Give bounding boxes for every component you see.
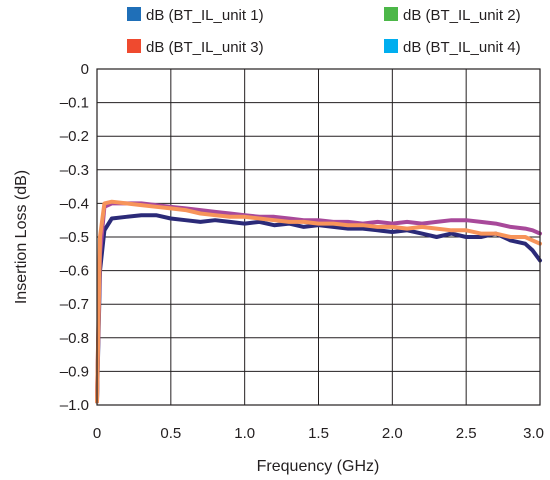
y-tick-label: –0.4: [60, 195, 89, 212]
legend-swatch-unit-2: [384, 7, 398, 21]
legend-label-unit-1: dB (BT_IL_unit 1): [146, 7, 264, 24]
legend-swatch-unit-4: [384, 39, 398, 53]
y-tick-label: 0: [81, 61, 89, 78]
legend-label-unit-2: dB (BT_IL_unit 2): [403, 7, 521, 24]
x-tick-label: 2.5: [456, 425, 477, 442]
plot-frame: [96, 68, 541, 406]
y-axis-ticks: 0 –0.1 –0.2 –0.3 –0.4 –0.5 –0.6 –0.7 –0.8 –0.9 –1.…: [60, 61, 89, 414]
y-tick-label: –1.0: [60, 397, 89, 414]
chart-legend: dB (BT_IL_unit 1) dB (BT_IL_unit 2) dB (…: [127, 7, 521, 56]
x-tick-label: 0: [93, 425, 101, 442]
x-tick-label: 2.0: [382, 425, 403, 442]
y-tick-label: –0.8: [60, 330, 89, 347]
legend-entry-unit-1: dB (BT_IL_unit 1): [127, 7, 264, 24]
y-tick-label: –0.2: [60, 128, 89, 145]
x-axis-title: Frequency (GHz): [257, 458, 380, 475]
y-tick-label: –0.6: [60, 263, 89, 280]
y-tick-label: –0.3: [60, 162, 89, 179]
legend-label-unit-3: dB (BT_IL_unit 3): [146, 39, 264, 56]
legend-entry-unit-4: dB (BT_IL_unit 4): [384, 39, 521, 56]
x-tick-label: 1.5: [308, 425, 329, 442]
legend-label-unit-4: dB (BT_IL_unit 4): [403, 39, 521, 56]
y-tick-label: –0.9: [60, 363, 89, 380]
legend-entry-unit-2: dB (BT_IL_unit 2): [384, 7, 521, 24]
x-axis-ticks: 0 0.5 1.0 1.5 2.0 2.5 3.0: [93, 425, 544, 442]
series-line-unit-3: [95, 199, 542, 404]
series-line-unit-1: [95, 213, 542, 404]
data-series: [95, 199, 542, 404]
legend-entry-unit-3: dB (BT_IL_unit 3): [127, 39, 264, 56]
y-tick-label: –0.1: [60, 95, 89, 112]
x-tick-label: 1.0: [234, 425, 255, 442]
legend-swatch-unit-1: [127, 7, 141, 21]
legend-swatch-unit-3: [127, 39, 141, 53]
x-tick-label: 0.5: [160, 425, 181, 442]
y-axis-title: Insertion Loss (dB): [13, 170, 30, 304]
y-tick-label: –0.7: [60, 296, 89, 313]
x-tick-label: 3.0: [523, 425, 544, 442]
y-tick-label: –0.5: [60, 229, 89, 246]
